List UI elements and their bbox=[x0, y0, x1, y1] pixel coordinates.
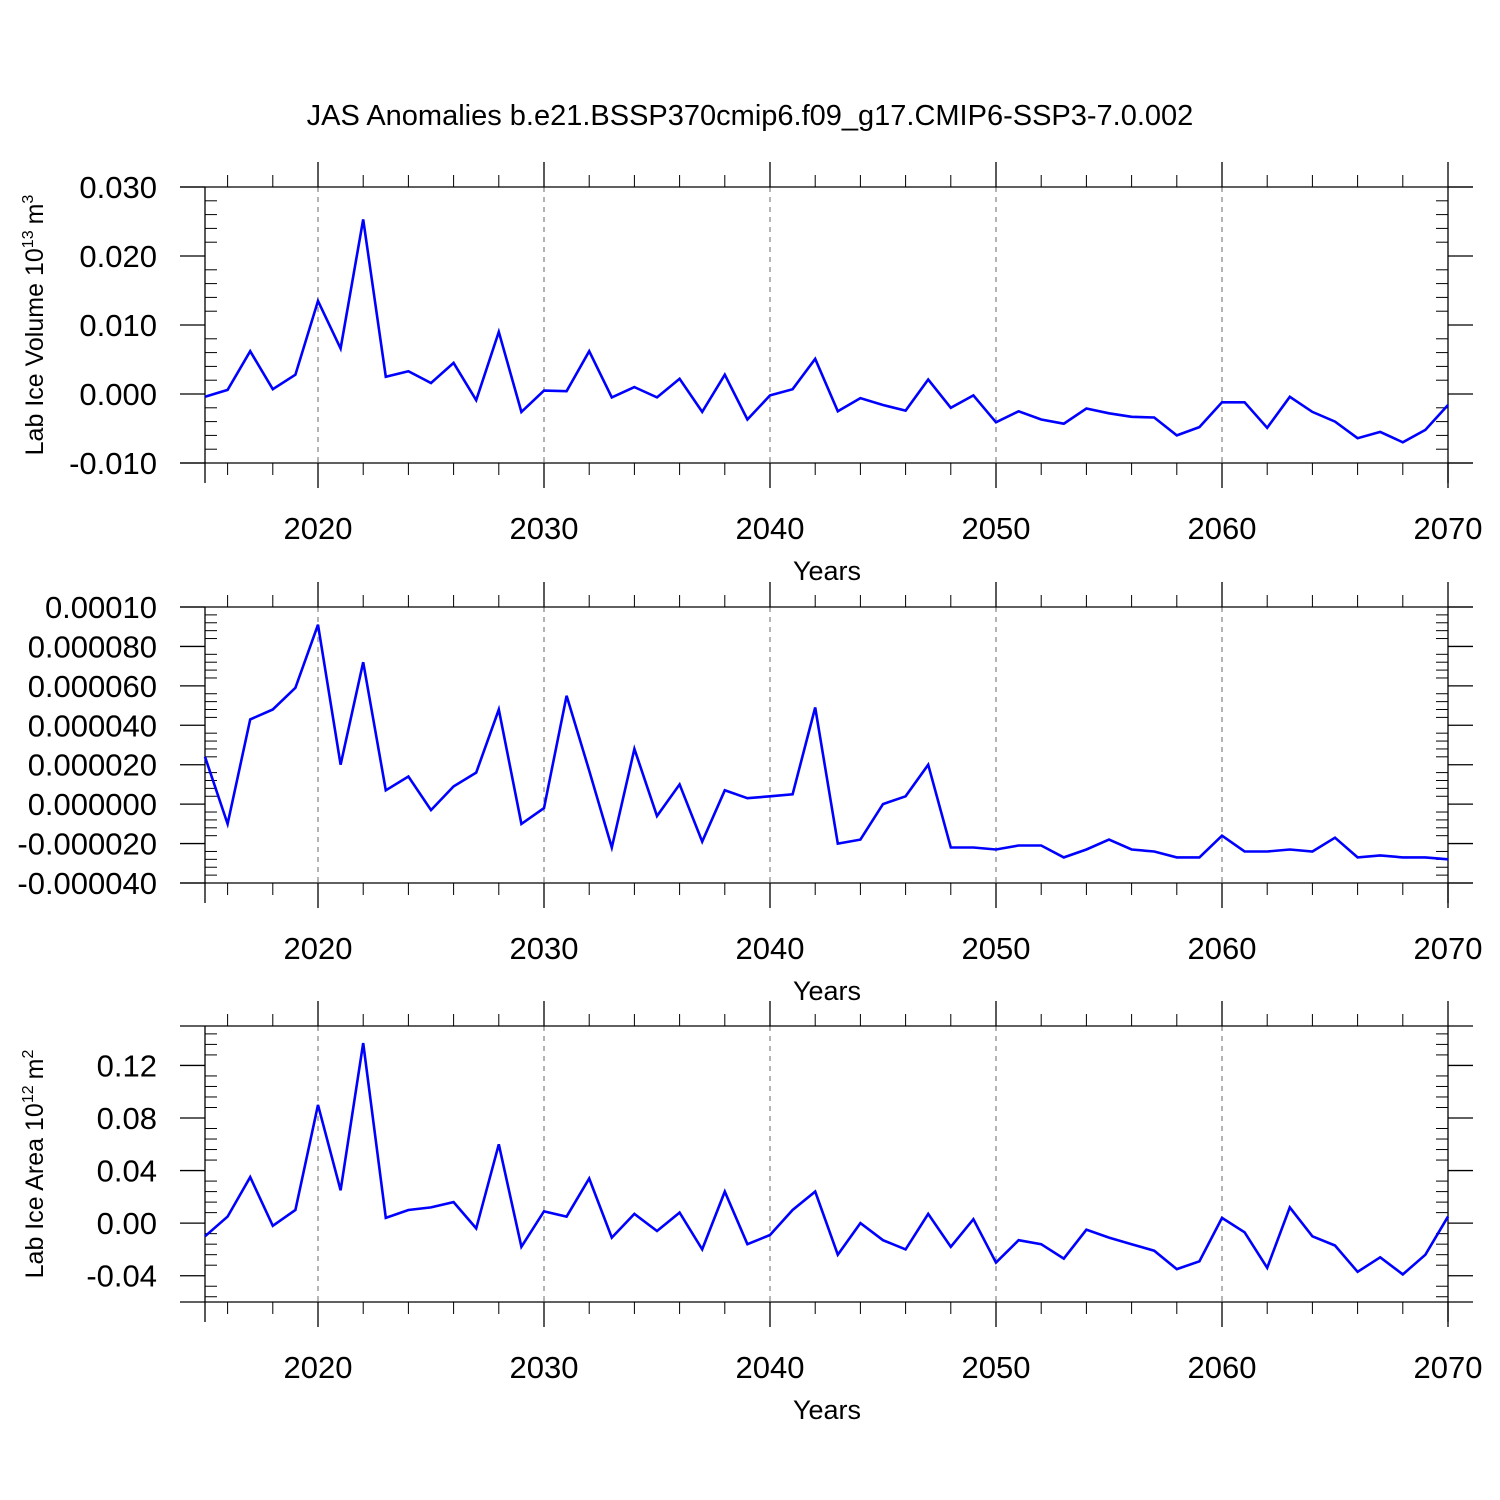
y-axis-label: Lab Ice Volume 1013 m3 bbox=[20, 195, 49, 456]
x-axis-label: Years bbox=[793, 976, 861, 1006]
y-label-unit-tail: m bbox=[21, 204, 49, 225]
x-axis-label: Years bbox=[793, 1395, 861, 1425]
y-label-unit-base: 10 bbox=[21, 248, 49, 276]
y-label-unit-tail: m bbox=[21, 1059, 49, 1080]
x-tick-label: 2050 bbox=[962, 931, 1031, 966]
x-tick-label: 2040 bbox=[736, 1350, 805, 1385]
x-tick-label: 2040 bbox=[736, 931, 805, 966]
y-tick-label: 0.020 bbox=[79, 239, 157, 274]
panel-volume: -0.010 0.000 0.010 0.020 0.030 2020 2030 2040 20… bbox=[20, 162, 1482, 586]
y-label-unit-tail-exp: 3 bbox=[20, 195, 37, 204]
series-line-area bbox=[204, 1042, 1450, 1277]
x-tick-label: 2070 bbox=[1414, 931, 1483, 966]
x-tick-label: 2030 bbox=[510, 511, 579, 546]
y-label-unit-exp: 13 bbox=[20, 230, 37, 248]
y-label-unit-tail-exp: 2 bbox=[20, 1050, 37, 1059]
x-tick-label: 2050 bbox=[962, 511, 1031, 546]
x-tick-label: 2060 bbox=[1188, 511, 1257, 546]
x-tick-label: 2030 bbox=[510, 931, 579, 966]
y-tick-label: 0.000060 bbox=[28, 669, 157, 704]
series-line-middle bbox=[203, 624, 1449, 861]
y-tick-label: 0.010 bbox=[79, 308, 157, 343]
chart-title: JAS Anomalies b.e21.BSSP370cmip6.f09_g17… bbox=[307, 100, 1194, 132]
x-tick-label: 2040 bbox=[736, 511, 805, 546]
y-label-unit-exp: 12 bbox=[20, 1085, 37, 1103]
series-line-volume bbox=[204, 219, 1449, 444]
y-tick-label: -0.000040 bbox=[17, 866, 157, 901]
x-tick-label: 2070 bbox=[1414, 1350, 1483, 1385]
x-tick-label: 2070 bbox=[1414, 511, 1483, 546]
x-tick-label: 2020 bbox=[284, 931, 353, 966]
y-tick-label: 0.000000 bbox=[28, 787, 157, 822]
x-tick-label: 2060 bbox=[1188, 1350, 1257, 1385]
y-label-text: Lab Ice Area bbox=[21, 1138, 49, 1278]
y-label-text: Lab Ice Volume bbox=[21, 283, 49, 455]
x-axis-label: Years bbox=[793, 556, 861, 586]
x-tick-label: 2030 bbox=[510, 1350, 579, 1385]
y-tick-label: 0.030 bbox=[79, 170, 157, 205]
y-tick-label: -0.010 bbox=[69, 446, 157, 481]
y-tick-label: 0.000 bbox=[79, 377, 157, 412]
y-tick-label: -0.04 bbox=[86, 1259, 157, 1294]
y-tick-label: 0.00 bbox=[97, 1206, 157, 1241]
y-tick-label: 0.08 bbox=[97, 1101, 157, 1136]
y-tick-label: 0.000080 bbox=[28, 629, 157, 664]
y-tick-label: 0.12 bbox=[97, 1048, 157, 1083]
y-tick-label: 0.00010 bbox=[45, 590, 157, 625]
x-tick-label: 2060 bbox=[1188, 931, 1257, 966]
x-tick-label: 2020 bbox=[284, 1350, 353, 1385]
y-tick-label: 0.000040 bbox=[28, 708, 157, 743]
x-tick-label: 2050 bbox=[962, 1350, 1031, 1385]
y-axis-label: Lab Ice Area 1012 m2 bbox=[20, 1050, 49, 1279]
y-tick-label: 0.000020 bbox=[28, 748, 157, 783]
y-tick-label: 0.04 bbox=[97, 1154, 157, 1189]
x-tick-label: 2020 bbox=[284, 511, 353, 546]
y-tick-label: -0.000020 bbox=[17, 827, 157, 862]
panel-middle: -0.000040 -0.000020 0.000000 0.000020 0.0000… bbox=[17, 582, 1482, 1006]
panel-area: -0.04 0.00 0.04 0.08 0.12 2020 2030 2040 2050 206… bbox=[20, 1001, 1482, 1425]
y-label-unit-base: 10 bbox=[21, 1103, 49, 1131]
